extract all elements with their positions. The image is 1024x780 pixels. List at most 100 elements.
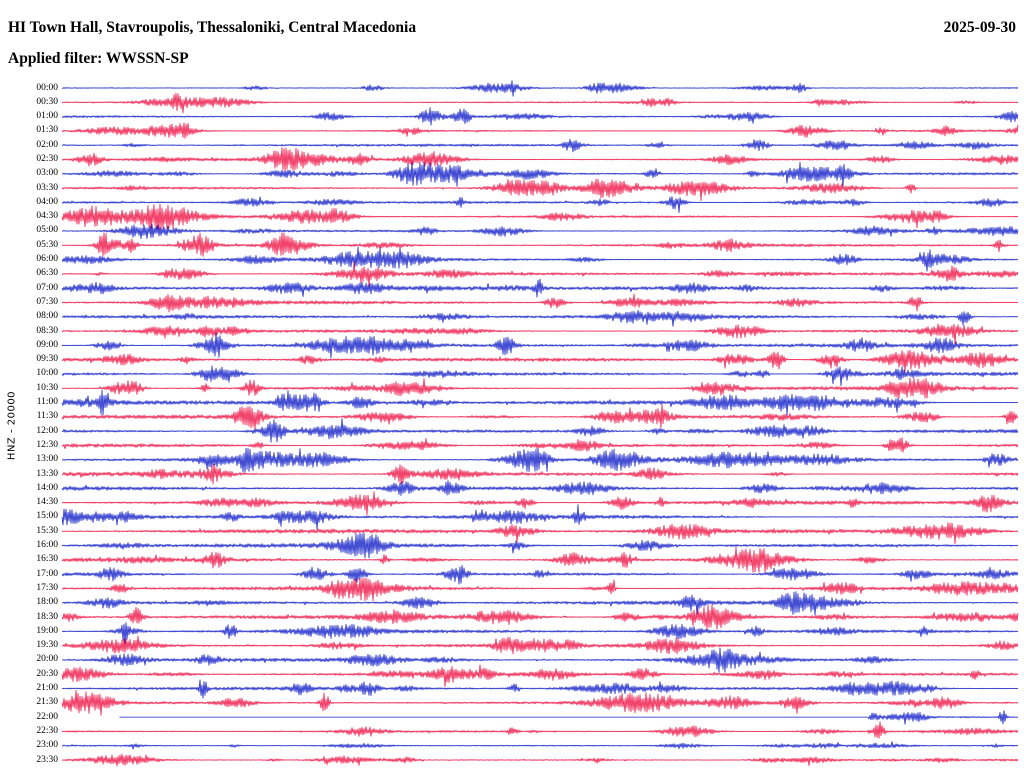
- trace-row-03:00: [61, 161, 1019, 187]
- trace-row-09:00: [61, 332, 1019, 359]
- time-label: 07:30: [36, 296, 58, 307]
- trace-row-17:30: [61, 577, 1019, 602]
- time-label: 16:00: [36, 540, 58, 551]
- trace-row-06:30: [61, 261, 1019, 287]
- time-label: 22:30: [36, 725, 58, 736]
- time-label: 08:00: [36, 311, 58, 322]
- trace-row-03:30: [61, 178, 1019, 201]
- time-label: 18:00: [36, 597, 58, 608]
- time-label: 22:00: [36, 711, 58, 722]
- trace-row-12:30: [61, 437, 1019, 453]
- trace-row-05:00: [61, 223, 1019, 239]
- trace-row-14:30: [61, 491, 1019, 516]
- trace-row-16:00: [61, 532, 1019, 559]
- trace-row-01:00: [61, 107, 1019, 126]
- trace-row-04:00: [61, 196, 1019, 213]
- trace-row-22:30: [61, 721, 1019, 739]
- trace-row-15:00: [61, 504, 1019, 530]
- time-label: 10:00: [36, 368, 58, 379]
- time-label: 18:30: [36, 611, 58, 622]
- time-label: 20:30: [36, 668, 58, 679]
- trace-row-14:00: [61, 480, 1019, 496]
- trace-row-10:00: [61, 365, 1019, 387]
- time-label: 06:00: [36, 254, 58, 265]
- trace-row-20:00: [61, 647, 1019, 673]
- time-label: 14:30: [36, 497, 58, 508]
- time-label: 13:00: [36, 454, 58, 465]
- time-label: 05:30: [36, 239, 58, 250]
- trace-row-18:30: [61, 604, 1019, 630]
- trace-row-08:00: [61, 309, 1019, 327]
- time-label: 03:30: [36, 182, 58, 193]
- trace-row-05:30: [61, 232, 1019, 257]
- trace-row-02:00: [61, 138, 1019, 153]
- time-label: 17:00: [36, 568, 58, 579]
- trace-row-19:30: [61, 635, 1019, 655]
- date-label: 2025-09-30: [943, 19, 1016, 36]
- time-label: 00:00: [36, 82, 58, 93]
- trace-row-02:30: [61, 147, 1019, 172]
- trace-row-07:30: [61, 293, 1019, 313]
- time-label: 09:00: [36, 339, 58, 350]
- time-label: 01:00: [36, 111, 58, 122]
- time-label: 15:30: [36, 525, 58, 536]
- time-label: 20:00: [36, 654, 58, 665]
- trace-row-08:30: [61, 323, 1019, 344]
- trace-row-15:30: [61, 522, 1019, 545]
- trace-row-00:30: [61, 92, 1019, 114]
- applied-filter-label: Applied filter: WWSSN-SP: [8, 50, 189, 67]
- trace-row-13:00: [61, 447, 1019, 473]
- trace-row-16:30: [61, 546, 1019, 573]
- time-label: 06:30: [36, 268, 58, 279]
- time-label: 00:30: [36, 96, 58, 107]
- time-label: 13:30: [36, 468, 58, 479]
- station-title: HI Town Hall, Stavroupolis, Thessaloniki…: [8, 19, 417, 36]
- time-label: 10:30: [36, 382, 58, 393]
- trace-row-04:30: [61, 203, 1019, 230]
- trace-row-12:00: [61, 418, 1019, 443]
- trace-row-22:00: [119, 710, 1019, 725]
- time-label: 04:30: [36, 211, 58, 222]
- trace-row-01:30: [61, 122, 1019, 139]
- time-label: 21:00: [36, 683, 58, 693]
- trace-row-10:30: [61, 377, 1019, 399]
- trace-row-23:00: [61, 741, 1019, 750]
- trace-row-11:30: [61, 404, 1019, 430]
- time-label: 12:30: [36, 439, 58, 450]
- time-label: 21:30: [36, 697, 58, 708]
- time-label: 02:30: [36, 153, 58, 164]
- trace-row-18:00: [61, 591, 1019, 616]
- time-label: 03:00: [36, 168, 58, 179]
- time-label: 17:30: [36, 582, 58, 593]
- time-label: 14:00: [36, 482, 58, 493]
- time-label: 05:00: [36, 225, 58, 236]
- time-label: 07:00: [36, 282, 58, 293]
- trace-row-21:00: [61, 679, 1019, 699]
- time-label: 01:30: [36, 125, 58, 136]
- time-label: 19:00: [36, 625, 58, 636]
- time-label: 04:00: [36, 196, 58, 207]
- trace-row-20:30: [61, 664, 1019, 688]
- time-label: 12:00: [36, 425, 58, 436]
- trace-row-19:00: [61, 622, 1019, 645]
- header: HI Town Hall, Stavroupolis, Thessaloniki…: [8, 19, 1016, 37]
- trace-row-13:30: [61, 463, 1019, 485]
- trace-row-11:00: [61, 389, 1019, 416]
- time-label: 16:30: [36, 554, 58, 565]
- trace-row-00:00: [61, 80, 1019, 97]
- time-label: 02:00: [36, 139, 58, 150]
- time-label: 11:30: [36, 411, 58, 422]
- time-label: 15:00: [36, 511, 58, 522]
- trace-row-09:30: [61, 349, 1019, 373]
- trace-row-17:00: [61, 565, 1019, 585]
- time-label: 09:30: [36, 354, 58, 365]
- time-label: 23:30: [36, 754, 58, 765]
- trace-row-07:00: [61, 278, 1019, 298]
- time-label: 08:30: [36, 325, 58, 336]
- trace-row-21:30: [61, 689, 1019, 716]
- time-label: 19:30: [36, 640, 58, 651]
- time-label: 11:00: [36, 397, 58, 408]
- time-label: 23:00: [36, 740, 58, 751]
